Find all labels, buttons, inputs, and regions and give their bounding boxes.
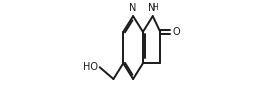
Text: N: N [148, 3, 155, 13]
Text: O: O [172, 27, 180, 37]
Text: H: H [152, 3, 158, 12]
Text: HO: HO [83, 62, 98, 72]
Text: N: N [129, 3, 137, 13]
